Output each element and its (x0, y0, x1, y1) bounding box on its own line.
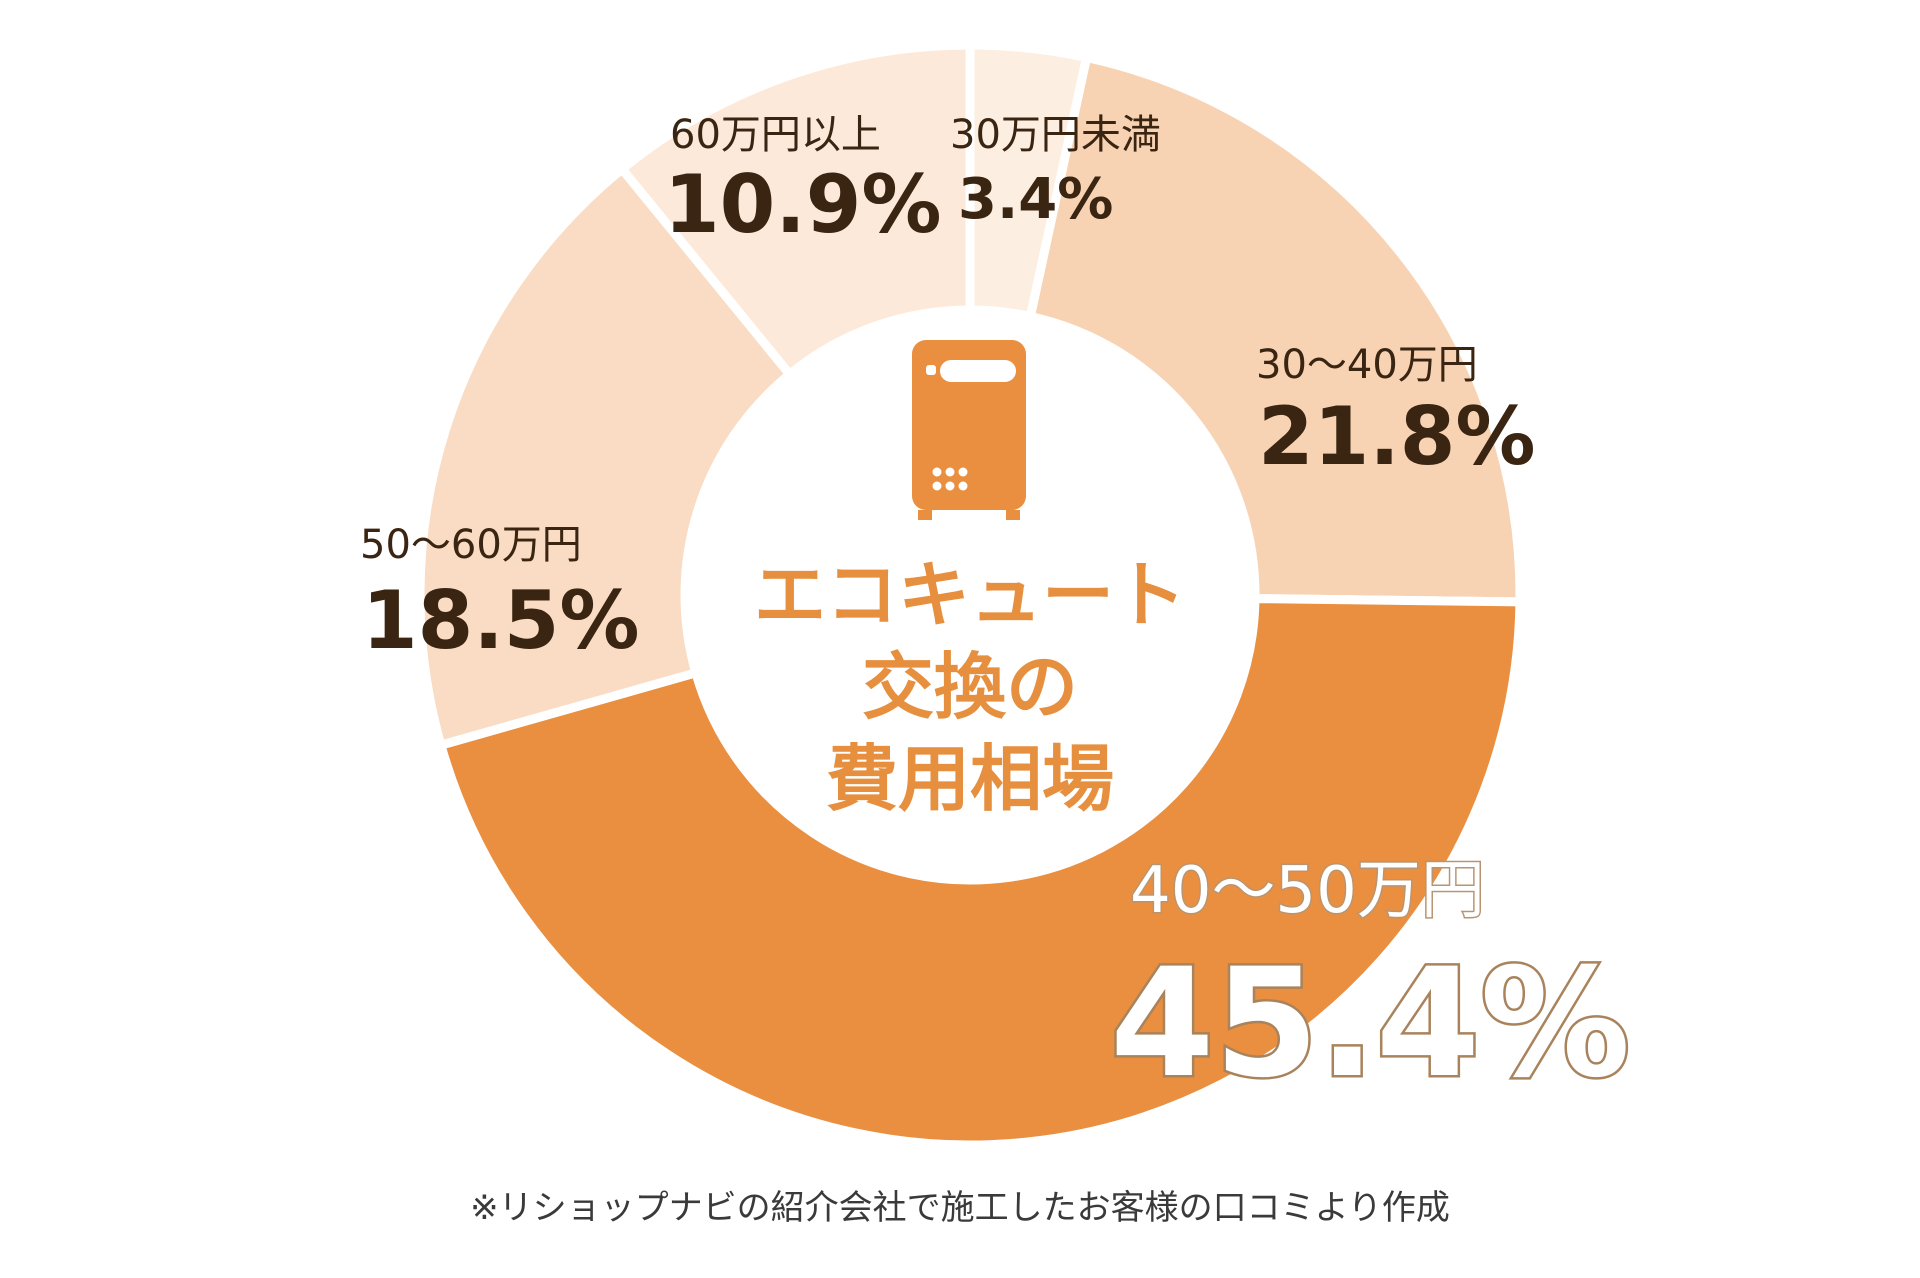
slice-label-value-2: 45.4% (1110, 937, 1630, 1111)
slice-label-value-1: 21.8% (1258, 390, 1536, 483)
center-title-line-1: エコキュート (754, 553, 1186, 637)
footnote: ※リショップナビの紹介会社で施工したお客様の口コミより作成 (470, 1188, 1450, 1228)
slice-4 (617, 40, 975, 379)
center-title-line-2: 交換の (862, 645, 1078, 729)
slices-group (415, 40, 1525, 1150)
slice-label-category-0: 30万円未満 (950, 112, 1161, 158)
slice-3 (415, 164, 795, 750)
water-heater-icon (912, 340, 1026, 520)
slice-label-value-3: 18.5% (362, 574, 640, 667)
slice-label-value-4: 10.9% (664, 158, 942, 251)
center-title-line-3: 費用相場 (826, 737, 1114, 821)
slice-label-value-0: 3.4% (958, 167, 1113, 232)
slice-label-category-3: 50〜60万円 (360, 522, 582, 568)
slice-label-category-2: 40〜50万円 (1130, 854, 1485, 928)
slice-1 (1025, 53, 1525, 607)
slice-2 (436, 594, 1525, 1150)
slice-label-category-4: 60万円以上 (670, 112, 881, 158)
slice-label-category-1: 30〜40万円 (1256, 342, 1478, 388)
